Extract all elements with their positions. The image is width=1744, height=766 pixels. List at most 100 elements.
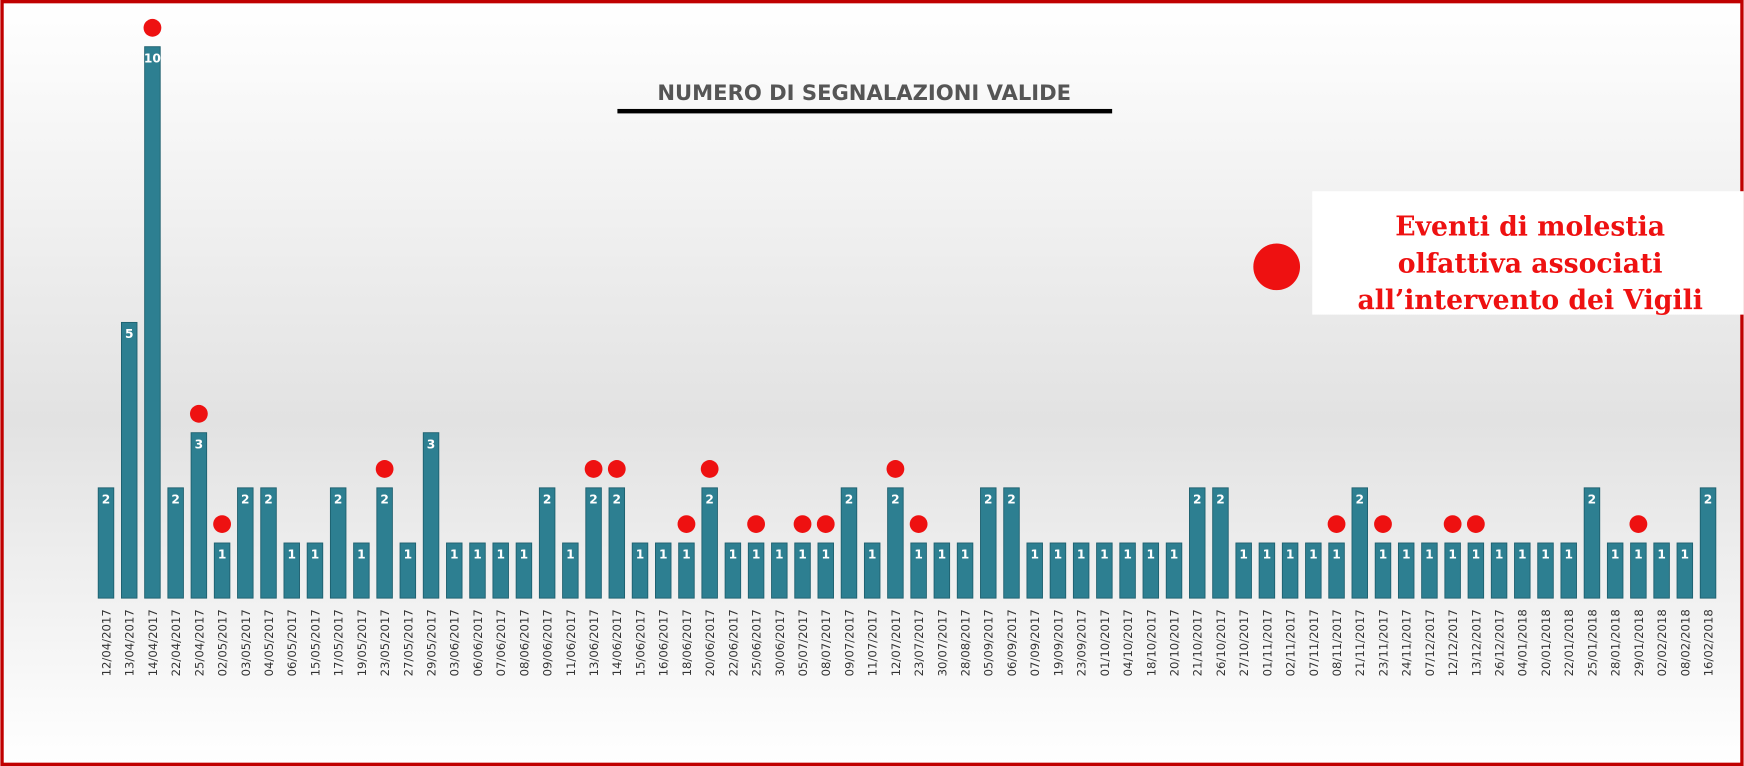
x-tick-label: 13/04/2017 [123,609,137,676]
bar [1374,542,1392,599]
value-label: 2 [705,492,714,506]
bar [283,542,300,599]
x-tick-label: 27/10/2017 [1237,609,1251,676]
x-tick-label: 22/01/2018 [1562,609,1576,676]
value-label: 1 [682,548,691,562]
x-tick-label: 06/06/2017 [471,609,485,676]
x-tick-label: 09/06/2017 [541,609,555,676]
event-marker [213,515,231,533]
value-label: 1 [938,548,947,562]
value-label: 2 [984,492,993,506]
x-tick-label: 07/12/2017 [1423,609,1437,676]
bar [1003,487,1020,599]
event-marker [189,404,208,423]
bar [144,46,161,599]
value-label: 1 [1239,548,1248,562]
x-tick-label: 27/05/2017 [401,609,415,676]
x-tick-label: 08/02/2018 [1678,609,1692,676]
x-tick-label: 11/06/2017 [564,609,578,676]
bar [538,487,556,599]
x-tick-label: 23/07/2017 [912,609,926,676]
bar [1537,542,1554,599]
x-tick-label: 29/05/2017 [424,609,438,676]
bar [1235,542,1252,599]
bar [376,487,393,599]
chart-title: NUMERO DI SEGNALAZIONI VALIDE [657,80,1071,105]
bar [840,487,858,599]
bar [329,487,347,599]
value-label: 1 [1402,548,1411,562]
x-tick-label: 29/01/2018 [1632,609,1646,676]
x-tick-label: 24/11/2017 [1400,609,1414,676]
value-label: 1 [473,548,482,562]
event-marker [375,460,394,478]
x-tick-label: 26/12/2017 [1493,609,1507,676]
value-label: 2 [589,492,598,506]
value-label: 2 [845,492,854,506]
x-tick-label: 04/10/2017 [1121,609,1135,676]
bar [1072,542,1090,599]
bar [887,487,904,599]
event-marker [909,515,928,533]
value-label: 2 [1588,492,1597,506]
bar [1189,487,1206,599]
bar [399,542,417,599]
x-tick-label: 08/07/2017 [819,609,833,676]
bar [1606,542,1624,599]
value-label: 1 [404,548,413,562]
x-tick-label: 11/07/2017 [866,609,880,676]
value-label: 1 [1634,548,1643,562]
event-marker [584,460,603,478]
bar [97,487,115,599]
legend-box [1312,191,1744,315]
value-label: 2 [102,492,111,506]
event-marker [816,515,835,533]
value-label: 1 [1100,548,1109,562]
x-tick-label: 01/10/2017 [1098,609,1112,676]
x-tick-label: 20/10/2017 [1167,609,1181,676]
x-tick-label: 03/05/2017 [239,609,253,676]
bar [306,542,324,599]
event-marker [700,460,719,478]
value-label: 2 [891,492,900,506]
value-label: 2 [613,492,622,506]
value-label: 2 [1356,492,1365,506]
value-label: 1 [520,548,529,562]
x-tick-label: 16/02/2018 [1701,609,1715,676]
value-label: 2 [543,492,552,506]
x-tick-label: 05/07/2017 [796,609,810,676]
value-label: 2 [1193,492,1202,506]
value-label: 5 [125,327,134,341]
bar [167,487,184,599]
x-tick-label: 20/06/2017 [703,609,717,676]
bar [1699,487,1717,599]
bar [956,542,974,599]
value-label: 1 [961,548,970,562]
bar [701,487,718,599]
bar [1676,542,1694,599]
x-tick-label: 06/09/2017 [1005,609,1019,676]
bar [1490,542,1508,599]
bar [1305,542,1322,599]
x-tick-label: 21/11/2017 [1353,609,1367,676]
bar [213,542,231,599]
value-label: 2 [264,492,273,506]
bar [1026,542,1043,599]
x-tick-label: 08/06/2017 [517,609,531,676]
value-label: 1 [1286,548,1295,562]
bar [353,542,370,599]
value-label: 1 [1541,548,1550,562]
value-label: 1 [1147,548,1156,562]
bar [655,542,672,599]
value-label: 1 [636,548,645,562]
value-label: 2 [1007,492,1016,506]
value-label: 1 [1564,548,1573,562]
legend-label: Eventi di molestia olfattiva associati all… [1357,212,1702,316]
bar [1630,542,1647,599]
x-tick-label: 28/08/2017 [959,609,973,676]
x-tick-label: 15/05/2017 [308,609,322,676]
value-label: 1 [1379,548,1388,562]
value-label: 1 [1309,548,1318,562]
